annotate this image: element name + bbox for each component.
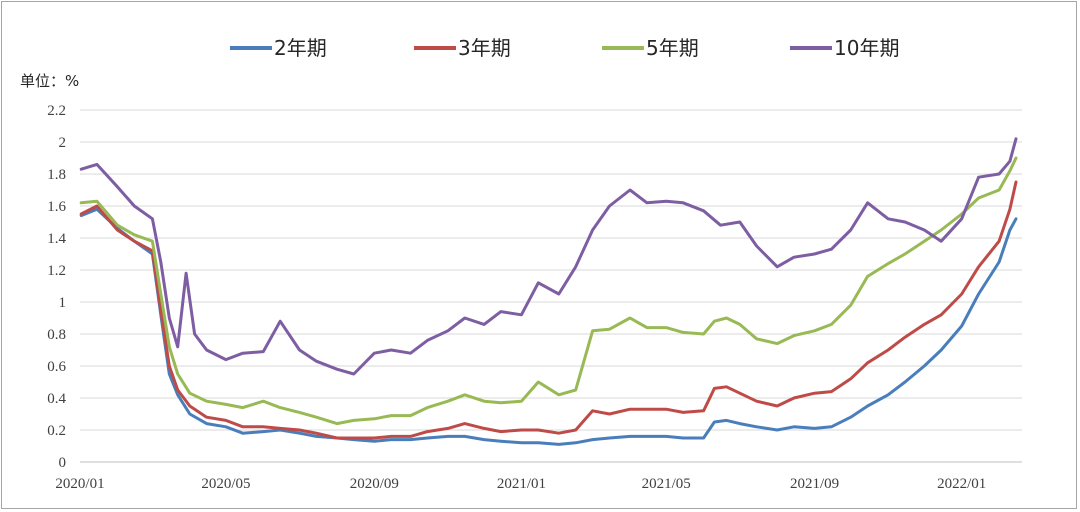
legend-label: 2年期 — [274, 36, 327, 60]
y-tick-label: 0.6 — [47, 359, 66, 375]
series-line — [79, 180, 1018, 440]
y-tick-label: 0 — [59, 455, 67, 471]
y-tick-label: 1.2 — [47, 263, 66, 279]
y-tick-label: 1.4 — [47, 231, 66, 247]
y-axis: 0 0.2 0.4 0.6 0.8 1 1.2 1.4 1.6 1.8 2 2.2 — [47, 103, 66, 471]
series-line — [79, 156, 1018, 426]
legend-label: 10年期 — [834, 36, 899, 60]
y-tick-label: 1.8 — [47, 167, 66, 183]
y-tick-label: 0.8 — [47, 327, 66, 343]
y-tick-label: 1 — [59, 295, 67, 311]
x-axis: 2020/01 2020/05 2020/09 2021/01 2021/05 2021/… — [55, 461, 1022, 492]
x-tick-label: 2021/09 — [790, 476, 839, 492]
legend-label: 5年期 — [646, 36, 699, 60]
legend-label: 3年期 — [458, 36, 511, 60]
series-lines — [79, 137, 1018, 446]
x-tick-label: 2021/05 — [642, 476, 691, 492]
grid-lines — [80, 109, 1022, 431]
x-tick-label: 2022/01 — [937, 476, 986, 492]
y-tick-label: 2 — [59, 135, 67, 151]
x-tick-label: 2020/01 — [55, 476, 104, 492]
series-line — [79, 137, 1018, 376]
unit-label: 单位：% — [20, 72, 79, 90]
series-line — [79, 207, 1018, 446]
y-tick-label: 0.4 — [47, 391, 66, 407]
x-tick-label: 2021/01 — [497, 476, 546, 492]
y-tick-label: 1.6 — [47, 199, 66, 215]
y-tick-label: 0.2 — [47, 423, 66, 439]
y-tick-label: 2.2 — [47, 103, 66, 119]
legend: 2年期 3年期 5年期 10年期 — [230, 36, 899, 60]
x-tick-label: 2020/09 — [350, 476, 399, 492]
x-tick-label: 2020/05 — [201, 476, 250, 492]
